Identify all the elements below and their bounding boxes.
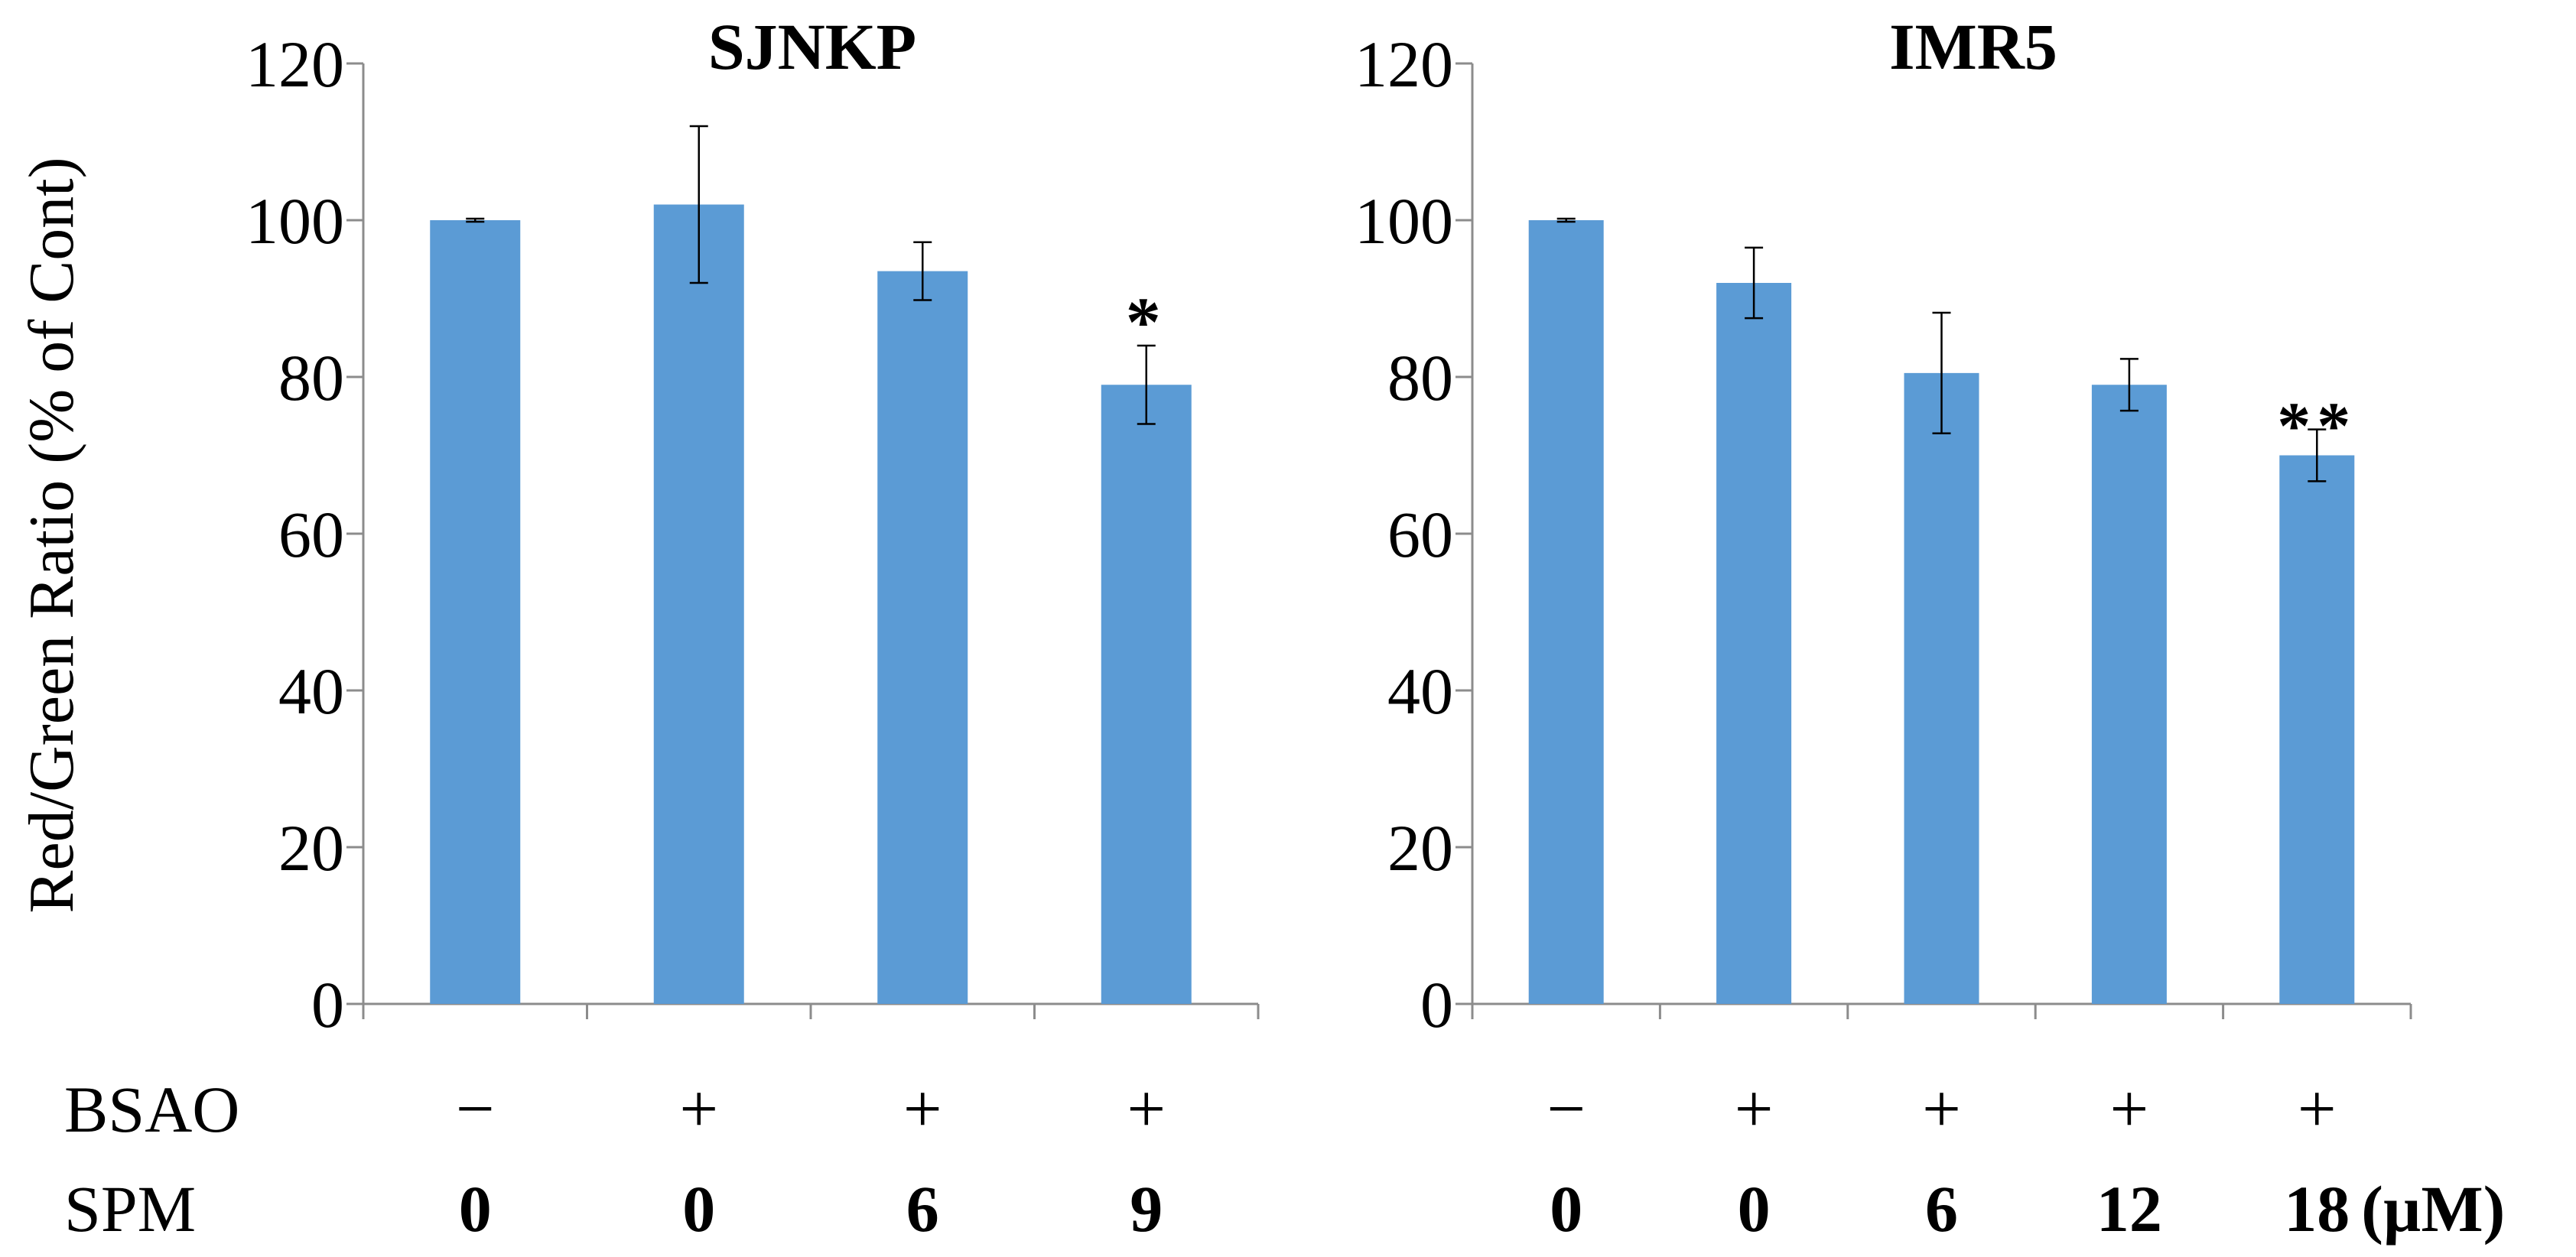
bar [653,204,744,1004]
spm-value: 9 [1130,1172,1163,1246]
y-tick-label: 60 [278,498,344,571]
y-tick-label: 100 [1355,184,1453,258]
bsao-value: + [1922,1071,1961,1147]
bar [877,271,968,1004]
bar [430,220,521,1004]
y-tick-label: 100 [246,184,344,258]
y-tick-label: 20 [278,811,344,885]
bsao-value: + [679,1071,718,1147]
bsao-value: − [456,1071,495,1147]
spm-value: 12 [2096,1172,2162,1246]
bar [1528,220,1604,1004]
bar [1101,385,1192,1004]
chart-panel-imr5: IMR5 0 20 40 60 80 100 120 ** [1355,10,2412,1041]
bsao-value: + [1735,1071,1774,1147]
spm-value: 18 [2284,1172,2350,1246]
spm-value: 0 [1550,1172,1582,1246]
y-tick-label: 80 [1387,341,1453,414]
chart-title: IMR5 [1889,10,2057,83]
treatment-rows-sjnkp: − 0 +0 +6 +9 [456,1071,1166,1246]
bar [1716,283,1792,1004]
spm-value: 0 [1738,1172,1771,1246]
bsao-value: + [2298,1071,2337,1147]
unit-label: (µM) [2361,1172,2505,1246]
spm-row-label: SPM [64,1172,196,1246]
significance-marker: ** [2277,390,2356,464]
spm-value: 0 [682,1172,715,1246]
y-tick-label: 40 [1387,654,1453,728]
spm-value: 6 [906,1172,939,1246]
significance-marker: * [1126,283,1167,361]
treatment-rows-imr5: − 0 +0 +6 +12 +18 (µM) [1547,1071,2505,1246]
spm-value: 0 [459,1172,492,1246]
bar [2279,455,2355,1004]
y-tick-label: 0 [311,968,344,1041]
y-tick-label: 0 [1420,968,1453,1041]
bsao-value: − [1547,1071,1586,1147]
bsao-value: + [903,1071,942,1147]
spm-value: 6 [1925,1172,1958,1246]
chart-title: SJNKP [708,10,916,83]
bsao-row-label: BSAO [64,1073,239,1146]
y-tick-label: 60 [1387,498,1453,571]
y-tick-label: 120 [246,28,344,101]
y-axis-label: Red/Green Ratio (% of Cont) [16,157,87,913]
y-tick-label: 40 [278,654,344,728]
bar [1904,372,1979,1004]
chart-panel-sjnkp: SJNKP 0 20 40 60 80 100 120 * [246,10,1260,1041]
bsao-value: + [1127,1071,1166,1147]
bar [2091,385,2167,1004]
y-tick-label: 20 [1387,811,1453,885]
bsao-value: + [2110,1071,2149,1147]
y-tick-label: 120 [1355,28,1453,101]
y-tick-label: 80 [278,341,344,414]
